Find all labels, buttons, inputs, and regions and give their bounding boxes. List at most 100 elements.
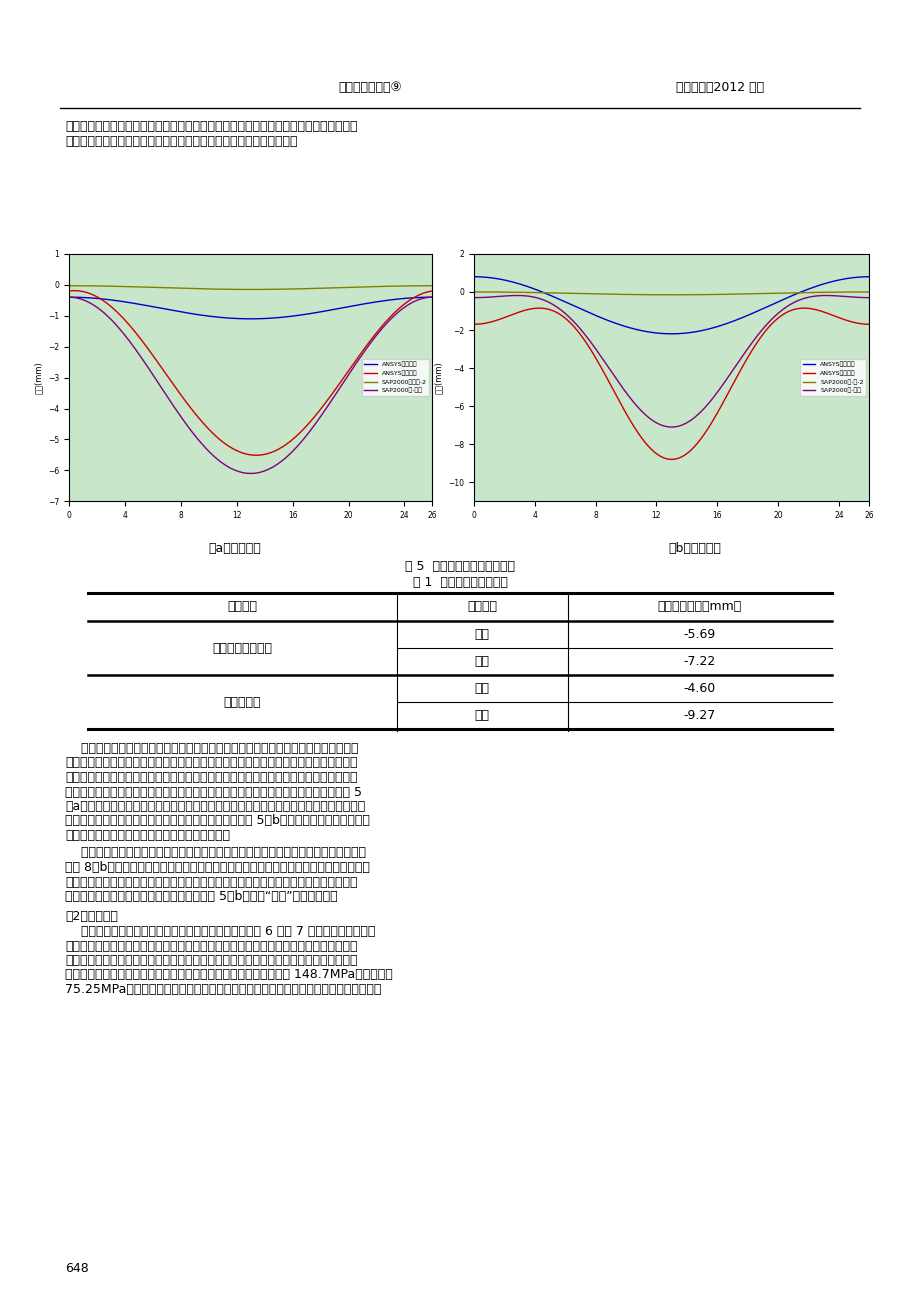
ANSYS内圈梯梁	[802, 281, 813, 297]
ANSYS外圈梯梁	[706, 414, 717, 430]
SAP2000外-全梯	[280, 449, 291, 465]
Line: ANSYS内圈梯梁: ANSYS内圈梯梁	[69, 297, 432, 319]
Text: 648: 648	[65, 1262, 88, 1275]
SAP2000外-全梯	[287, 444, 298, 460]
ANSYS外圈梯梁	[250, 448, 261, 464]
SAP2000内-层-2	[468, 284, 479, 299]
SAP2000外-全梯	[370, 327, 381, 342]
Text: 最大竖向位移（mm）: 最大竖向位移（mm）	[657, 600, 742, 613]
ANSYS内圈梯梁	[468, 270, 479, 285]
SAP2000外-全梯	[802, 289, 813, 305]
Text: 图 5  内外圈梯梁的竖向位移图: 图 5 内外圈梯梁的竖向位移图	[404, 560, 515, 573]
Y-axis label: 位移(mm): 位移(mm)	[33, 361, 42, 395]
SAP2000外-全梯	[64, 289, 75, 305]
SAP2000内-层-2	[469, 284, 480, 299]
ANSYS内圈梯梁	[279, 309, 290, 324]
Text: 钢结构工程研究⑨: 钢结构工程研究⑨	[338, 81, 402, 94]
SAP2000内一层-2	[426, 277, 437, 293]
ANSYS内圈梯梁	[703, 322, 714, 337]
Line: ANSYS外圈梯梁: ANSYS外圈梯梁	[473, 309, 868, 460]
ANSYS内圈梯梁	[704, 320, 715, 336]
Text: -7.22: -7.22	[683, 655, 715, 668]
Text: 的位移将与截面形心处的位移不同，一些部位偏大，而另一些部位偏小，因此会出现图 5: 的位移将与截面形心处的位移不同，一些部位偏大，而另一些部位偏小，因此会出现图 5	[65, 785, 361, 798]
Text: 刚接: 刚接	[474, 628, 489, 641]
Text: 单元截面翘曲效应，最终内外圈梯梁均出现图 5（b）中的“马鞍”状位移分布。: 单元截面翘曲效应，最终内外圈梯梁均出现图 5（b）中的“马鞍”状位移分布。	[65, 891, 337, 904]
Text: 空间曲线杆件结构: 空间曲线杆件结构	[212, 642, 272, 655]
SAP2000外-全梯	[393, 303, 404, 319]
ANSYS外圈梯梁	[426, 284, 437, 299]
ANSYS内圈梯梁	[64, 289, 75, 305]
Text: -4.60: -4.60	[683, 682, 715, 695]
Line: SAP2000外-全梯: SAP2000外-全梯	[69, 297, 432, 474]
ANSYS外圈梯梁	[712, 404, 723, 419]
ANSYS外圈梯梁	[282, 435, 293, 450]
ANSYS内圈梯梁	[863, 270, 874, 285]
Text: 对外圈梯梁的支撑作用比其他部分都要大，从而使外圈梯梁的中部位移减小，同时计入壳: 对外圈梯梁的支撑作用比其他部分都要大，从而使外圈梯梁的中部位移减小，同时计入壳	[65, 875, 357, 888]
Text: -9.27: -9.27	[683, 710, 715, 723]
SAP2000外-全梯	[244, 466, 255, 482]
Text: （a）支座刚接: （a）支座刚接	[209, 542, 261, 555]
Text: （2）内力分析: （2）内力分析	[65, 910, 118, 923]
ANSYS内圈梯梁	[711, 319, 722, 335]
ANSYS外圈梯梁	[64, 283, 75, 298]
SAP2000内一层-2	[287, 281, 298, 297]
Text: 出：支座采用刚接节点时，应力较大部位于楼梯的两端和中部，分布较均匀；采用铰接节: 出：支座采用刚接节点时，应力较大部位于楼梯的两端和中部，分布较均匀；采用铰接节	[65, 940, 357, 953]
SAP2000内一层-2	[244, 281, 255, 297]
ANSYS内圈梯梁	[280, 309, 291, 324]
Text: （b）支座铰接: （b）支座铰接	[668, 542, 720, 555]
Text: 75.25MPa。可见支座采用刚接节点时，可有效降低结构内力，且让内力分布更加均匀。: 75.25MPa。可见支座采用刚接节点时，可有效降低结构内力，且让内力分布更加均…	[65, 983, 381, 996]
ANSYS内圈梯梁	[287, 309, 298, 324]
Line: ANSYS外圈梯梁: ANSYS外圈梯梁	[69, 290, 432, 456]
Text: 某些节点处的位移，不能考虑截面翘曲的影响；而空间壳结构模型将钢螺旋楼梯视为壳单: 某些节点处的位移，不能考虑截面翘曲的影响；而空间壳结构模型将钢螺旋楼梯视为壳单	[65, 756, 357, 769]
Text: （a）所示的内圈梯梁产生向上的位移的现象。当支座约束较弱时，内外圈梯梁受到的扭转: （a）所示的内圈梯梁产生向上的位移的现象。当支座约束较弱时，内外圈梯梁受到的扭转	[65, 799, 365, 812]
Line: SAP2000内-层-2: SAP2000内-层-2	[473, 292, 868, 294]
Text: 两种结构模型算得的钢结构螺旋楼梯应力情况分别如图 6 和图 7 所示。由两图均可看: 两种结构模型算得的钢结构螺旋楼梯应力情况分别如图 6 和图 7 所示。由两图均可…	[65, 924, 375, 937]
SAP2000外-全梯	[863, 290, 874, 306]
ANSYS外圈梯梁	[803, 301, 814, 316]
Text: 外圈梯梁提供支撑作用，外圈梯梁应承受的荷载部分传递给内圈梯梁。: 外圈梯梁提供支撑作用，外圈梯梁应承受的荷载部分传递给内圈梯梁。	[65, 135, 297, 148]
SAP2000内-层-2	[703, 286, 714, 302]
Y-axis label: 位移(mm): 位移(mm)	[433, 361, 442, 395]
ANSYS外圈梯梁	[829, 309, 840, 324]
SAP2000内-层-2	[704, 286, 715, 302]
ANSYS外圈梯梁	[469, 316, 480, 332]
Text: 《钢结构》2012 增刊: 《钢结构》2012 增刊	[675, 81, 764, 94]
Text: 曲线杆件结构模型的竖向位移峰值大很多的现象。: 曲线杆件结构模型的竖向位移峰值大很多的现象。	[65, 829, 230, 842]
Text: 作用更大，引起的截面的翘曲也更加显著，这就导致了图 5（b）中空间壳结构模型比空间: 作用更大，引起的截面的翘曲也更加显著，这就导致了图 5（b）中空间壳结构模型比空…	[65, 815, 369, 828]
Text: -5.69: -5.69	[683, 628, 715, 641]
Text: 忽略踏步板与梯梁连接处的应力集中，梯梁上的最大应力，铰接时为 148.7MPa，刚接时为: 忽略踏步板与梯梁连接处的应力集中，梯梁上的最大应力，铰接时为 148.7MPa，…	[65, 969, 392, 982]
SAP2000外-全梯	[711, 384, 722, 400]
ANSYS内圈梯梁	[244, 311, 255, 327]
SAP2000外-全梯	[426, 289, 437, 305]
ANSYS内圈梯梁	[393, 292, 404, 307]
SAP2000内一层-2	[370, 279, 381, 294]
SAP2000内-层-2	[664, 286, 675, 302]
SAP2000外-全梯	[63, 289, 74, 305]
Text: 结构模型: 结构模型	[227, 600, 257, 613]
ANSYS内圈梯梁	[664, 326, 675, 341]
ANSYS外圈梯梁	[395, 299, 406, 315]
Text: 竖向位移始终小于外圈梯梁。这表明内圈梯梁通过踏步板和底板与外圈梯梁协调变形，为: 竖向位移始终小于外圈梯梁。这表明内圈梯梁通过踏步板和底板与外圈梯梁协调变形，为	[65, 120, 357, 133]
ANSYS外圈梯梁	[863, 316, 874, 332]
Line: ANSYS内圈梯梁: ANSYS内圈梯梁	[473, 277, 868, 333]
Text: 刚接: 刚接	[474, 682, 489, 695]
SAP2000内-层-2	[863, 284, 874, 299]
ANSYS外圈梯梁	[664, 452, 675, 467]
Text: 空间壳结构: 空间壳结构	[223, 695, 261, 708]
Line: SAP2000外-全梯: SAP2000外-全梯	[473, 296, 868, 427]
ANSYS外圈梯梁	[68, 283, 79, 298]
SAP2000外-全梯	[703, 395, 714, 410]
ANSYS外圈梯梁	[372, 323, 383, 339]
ANSYS内圈梯梁	[827, 273, 838, 289]
ANSYS外圈梯梁	[532, 301, 543, 316]
Text: 铰接: 铰接	[474, 710, 489, 723]
Text: 需要说明的是，空间曲线杆件结构模型将螺旋楼梯简化为杆件结构，提取的位移只是: 需要说明的是，空间曲线杆件结构模型将螺旋楼梯简化为杆件结构，提取的位移只是	[65, 742, 358, 755]
SAP2000内一层-2	[393, 279, 404, 294]
Text: 点时，应力最大部位出现在楼梯中部，其余部位均较小，分布不均匀。对于空间壳结构，: 点时，应力最大部位出现在楼梯中部，其余部位均较小，分布不均匀。对于空间壳结构，	[65, 954, 357, 967]
Text: 支座形式: 支座形式	[467, 600, 497, 613]
SAP2000外-全梯	[829, 288, 840, 303]
SAP2000外-全梯	[820, 288, 831, 303]
ANSYS外圈梯梁	[704, 417, 715, 432]
ANSYS外圈梯梁	[288, 431, 299, 447]
ANSYS内圈梯梁	[370, 294, 381, 310]
